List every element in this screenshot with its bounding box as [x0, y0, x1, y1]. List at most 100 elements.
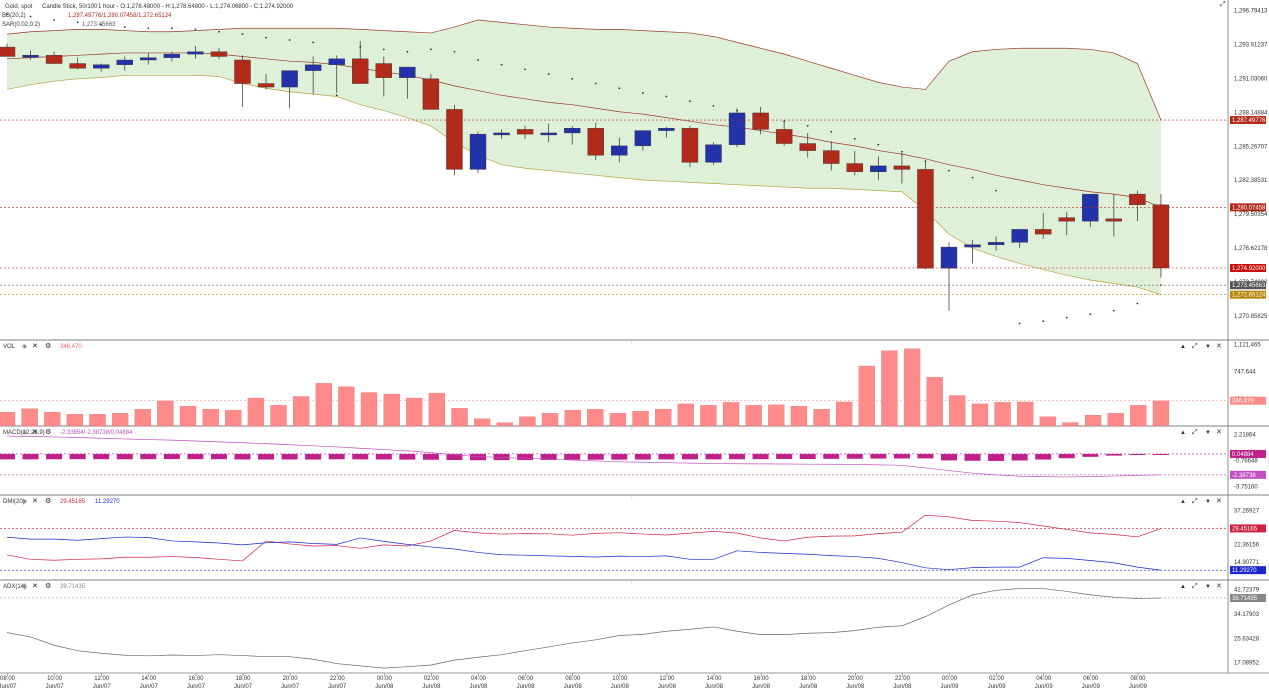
candle-body — [1058, 217, 1075, 222]
sar-dot — [1018, 322, 1021, 325]
gear-icon: ⚙ — [45, 497, 51, 505]
candle-body — [1152, 204, 1170, 269]
macd-histogram-bar — [446, 453, 463, 461]
sar-dot — [170, 27, 173, 30]
sar-dot — [312, 41, 315, 44]
time-tick-label: 18:00 — [801, 676, 817, 682]
bollinger-bb-upper-line — [6, 19, 1162, 121]
pane-resize-handle: ⁞ — [631, 426, 633, 432]
macd-histogram-bar — [752, 453, 769, 460]
volume-bar — [519, 416, 536, 427]
date-tick-label: Jun/08 — [705, 684, 724, 690]
volume-bar — [247, 397, 265, 427]
volume-marker-box — [1230, 396, 1266, 405]
adx-tick-label: 25.63428 — [1234, 636, 1260, 642]
sar-dot — [500, 63, 503, 66]
candle-body — [446, 109, 463, 170]
maximize-icon: ⤢ — [1192, 583, 1198, 590]
macd-histogram-bar — [399, 453, 416, 460]
macd-histogram-bar — [917, 453, 934, 459]
sar-dot — [571, 77, 574, 80]
volume-bar — [722, 402, 740, 427]
volume-bar — [564, 410, 581, 427]
volume-bar — [179, 406, 197, 427]
date-tick-label: Jun/09 — [1035, 684, 1054, 690]
macd-histogram-bar — [870, 453, 887, 459]
volume-bar — [89, 414, 106, 427]
macd-histogram-bar — [234, 453, 251, 460]
macd-tick-label: -3.75160 — [1234, 485, 1258, 491]
macd-histogram-bar — [1035, 453, 1052, 460]
candle-body — [1011, 229, 1028, 243]
date-tick-label: Jun/08 — [517, 684, 536, 690]
price-tick-label: 1,282.38531 — [1234, 178, 1268, 184]
sar-dot — [147, 27, 150, 30]
sar-dot — [288, 39, 291, 41]
volume-bar — [44, 412, 61, 427]
bb-lower-marker-box — [1230, 290, 1266, 299]
candle-body — [0, 46, 16, 57]
sar-dot — [430, 48, 432, 51]
candle-body — [234, 59, 251, 84]
close-pane-icon: ✕ — [1216, 583, 1222, 590]
macd-histogram-bar — [893, 453, 910, 459]
volume-bar — [66, 414, 84, 427]
down-arrow-icon: ▼ — [1205, 584, 1211, 590]
date-tick-label: Jun/07 — [328, 684, 347, 690]
candle-body — [375, 63, 392, 78]
sar-dot — [547, 73, 550, 76]
volume-bar — [541, 413, 559, 427]
volume-bar — [813, 409, 830, 427]
sar-dot — [995, 189, 997, 192]
dmi-minus-marker-box — [1230, 566, 1266, 575]
candle-body — [917, 169, 934, 269]
macd-histogram-bar — [22, 453, 39, 460]
gear-icon: ⚙ — [45, 428, 51, 436]
macd-histogram-bar — [705, 453, 722, 460]
macd-histogram-bar — [0, 453, 15, 460]
date-tick-label: Jun/09 — [1129, 684, 1148, 690]
candle-body — [681, 128, 699, 163]
volume-bar — [474, 418, 491, 427]
macd-histogram-bar — [69, 453, 86, 460]
time-tick-label: 10:00 — [47, 676, 63, 682]
date-tick-label: Jun/07 — [0, 684, 17, 690]
time-tick-label: 12:00 — [659, 676, 675, 682]
date-tick-label: Jun/08 — [658, 684, 677, 690]
date-tick-label: Jun/07 — [93, 684, 112, 690]
pane-title: MACD(12,26,9) — [3, 430, 45, 436]
sar-dot — [806, 124, 809, 127]
macd-histogram-bar — [776, 453, 793, 460]
volume-bar — [315, 383, 332, 427]
volume-bar — [225, 410, 242, 427]
macd-histogram-bar — [328, 453, 345, 460]
macd-histogram-bar — [281, 453, 298, 460]
candle-body — [469, 133, 487, 170]
candle-body — [870, 165, 887, 172]
macd-histogram-bar — [187, 453, 204, 460]
candle-body — [304, 64, 322, 71]
volume-bar — [383, 393, 400, 427]
time-tick-label: 00:00 — [942, 676, 958, 682]
macd-histogram-bar — [1152, 453, 1169, 455]
volume-bar — [157, 400, 174, 427]
candle-body — [540, 132, 557, 136]
bollinger-band-fill — [7, 20, 1161, 295]
price-tick-label: 1,270.85825 — [1234, 314, 1268, 320]
bb-label: BB(20,2) — [2, 13, 26, 19]
time-tick-label: 08:00 — [0, 676, 16, 682]
volume-bar — [903, 348, 921, 427]
date-tick-label: Jun/09 — [1082, 684, 1101, 690]
dmi-tick-label: 37.26927 — [1234, 508, 1260, 514]
close-icon: ✕ — [32, 583, 38, 590]
candle-body — [634, 130, 652, 147]
candle-body — [69, 63, 86, 69]
candle-body — [893, 165, 911, 170]
down-arrow-icon: ▼ — [1205, 499, 1211, 505]
maximize-icon: ⤢ — [1192, 498, 1198, 505]
macd-histogram-bar — [1129, 453, 1146, 455]
sar-dot — [759, 114, 762, 117]
volume-bar — [292, 396, 310, 427]
pane-title: VOL — [3, 344, 16, 350]
